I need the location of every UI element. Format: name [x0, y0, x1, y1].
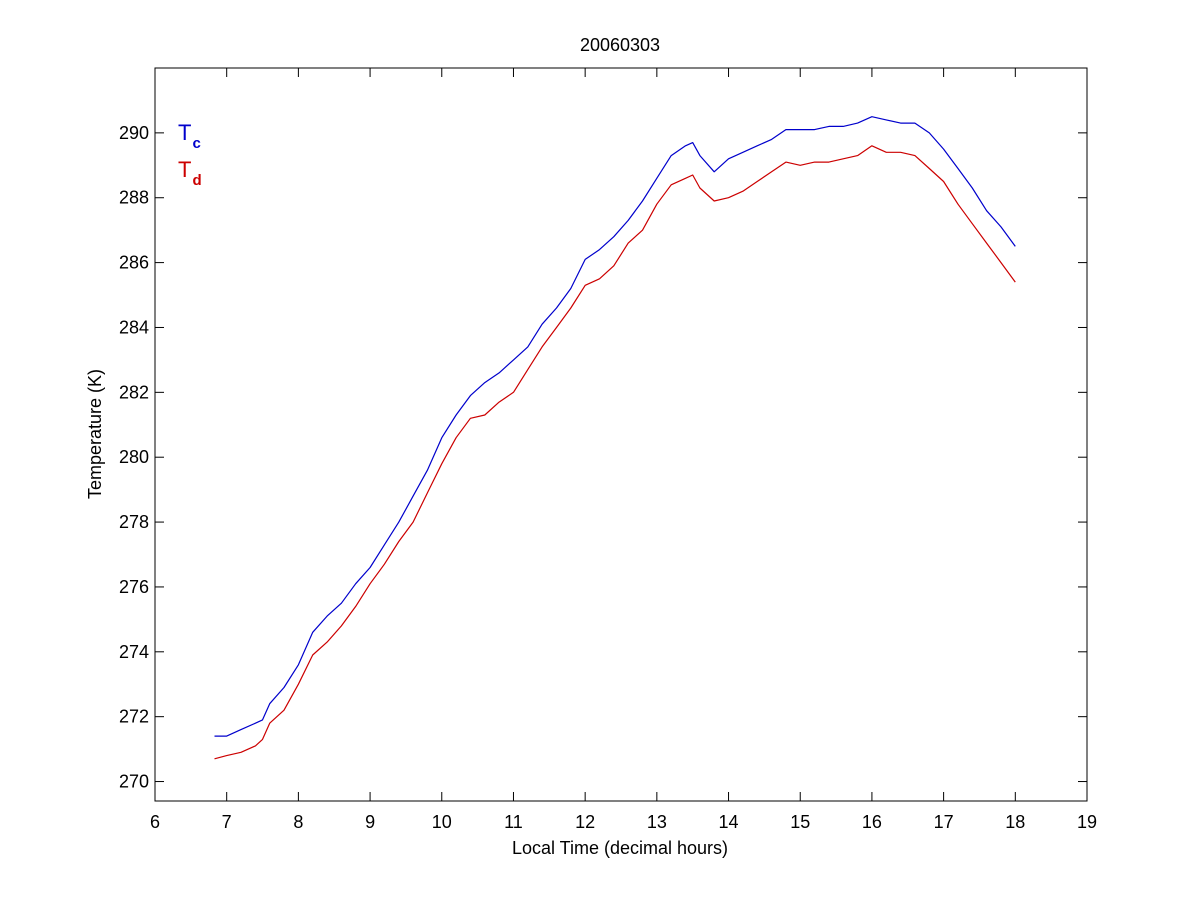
y-tick-label: 272: [119, 707, 149, 727]
x-tick-label: 8: [293, 812, 303, 832]
legend-subscript: c: [192, 135, 200, 152]
x-tick-label: 16: [862, 812, 882, 832]
y-tick-label: 278: [119, 512, 149, 532]
x-tick-label: 15: [790, 812, 810, 832]
x-tick-label: 13: [647, 812, 667, 832]
series-layer: [214, 116, 1016, 760]
y-tick-label: 284: [119, 317, 149, 337]
x-tick-label: 6: [150, 812, 160, 832]
y-tick-label: 276: [119, 577, 149, 597]
x-tick-label: 10: [432, 812, 452, 832]
chart-title: 20060303: [580, 35, 660, 55]
x-tick-label: 14: [719, 812, 739, 832]
series-line-td: [214, 145, 1016, 760]
legend-symbol: T: [178, 157, 191, 182]
plot-area-frame: [154, 67, 1088, 802]
series-line-tc: [214, 116, 1016, 737]
y-tick-label: 280: [119, 447, 149, 467]
y-tick-label: 290: [119, 123, 149, 143]
x-tick-label: 11: [504, 812, 523, 832]
x-tick-label: 18: [1005, 812, 1025, 832]
x-tick-label: 7: [222, 812, 232, 832]
x-tick-label: 12: [575, 812, 595, 832]
axis-ticks: 6 7 8 9 10 11 12 13 14 15 16 17 18 19 270 272 274 276 278 2…: [119, 68, 1097, 832]
x-tick-label: 9: [365, 812, 375, 832]
y-tick-label: 288: [119, 188, 149, 208]
y-axis-title: Temperature (K): [85, 369, 105, 499]
legend-subscript: d: [192, 172, 201, 189]
x-axis-title: Local Time (decimal hours): [512, 838, 728, 858]
y-tick-label: 282: [119, 382, 149, 402]
legend-symbol: T: [178, 120, 191, 145]
y-tick-label: 274: [119, 642, 149, 662]
y-tick-label: 270: [119, 772, 149, 792]
legend-entry-td: Td: [178, 157, 202, 189]
y-tick-label: 286: [119, 253, 149, 273]
x-tick-label: 19: [1077, 812, 1097, 832]
legend-entry-tc: Tc: [178, 120, 201, 152]
x-tick-label: 17: [934, 812, 954, 832]
